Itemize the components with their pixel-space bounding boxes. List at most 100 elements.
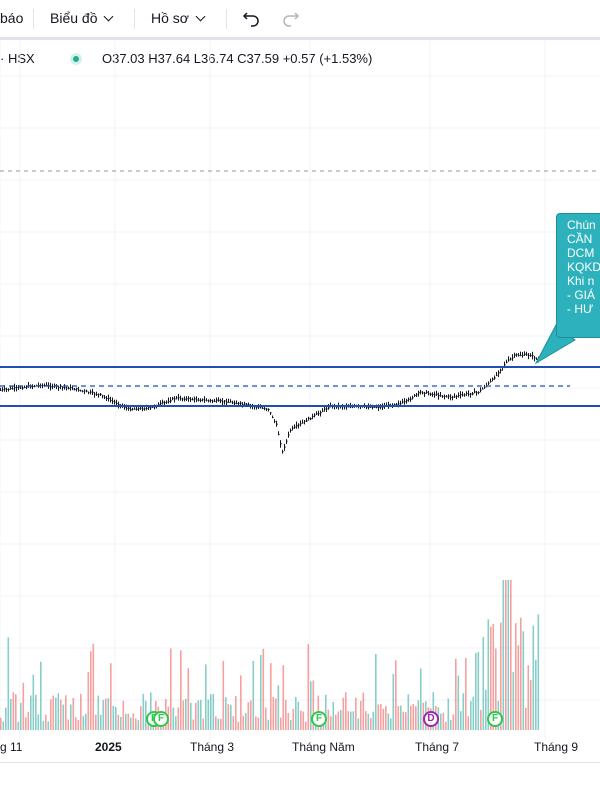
candle-body xyxy=(68,387,70,389)
candle-body xyxy=(150,407,152,409)
volume-bar xyxy=(537,614,540,730)
candle-body xyxy=(318,413,320,415)
volume-bar xyxy=(300,710,302,730)
volume-bar xyxy=(522,631,525,730)
candle-body xyxy=(16,386,18,388)
candle-body xyxy=(452,396,454,398)
candle-body xyxy=(74,388,76,390)
volume-bar xyxy=(52,695,55,730)
candle-body xyxy=(164,401,166,403)
annotation-line: - HƯ xyxy=(567,302,594,316)
volume-bar xyxy=(350,711,352,730)
financial-event-marker[interactable]: F xyxy=(153,711,169,727)
annotation-line: DCM xyxy=(567,246,595,260)
annotation-callout[interactable]: Chún CẦN DCM KQKD Khi n - GIÁ - HƯ xyxy=(556,213,600,338)
volume-bar xyxy=(220,718,222,730)
candle-body xyxy=(528,355,530,356)
volume-bar xyxy=(177,707,180,730)
volume-bar xyxy=(175,716,177,730)
volume-bar xyxy=(87,672,90,730)
candle-body xyxy=(476,392,478,394)
undo-button[interactable] xyxy=(241,8,261,32)
candle-body xyxy=(58,386,60,388)
financial-event-marker[interactable]: F xyxy=(487,711,503,727)
volume-bar xyxy=(382,708,385,730)
top-toolbar: báo Biểu đồ Hồ sơ xyxy=(0,0,600,37)
candle-body xyxy=(98,394,100,396)
chevron-down-icon xyxy=(195,11,206,22)
candle-body xyxy=(312,415,314,417)
profile-menu-button[interactable]: Hồ sơ xyxy=(151,9,206,27)
volume-bar xyxy=(230,704,232,730)
candle-body xyxy=(488,382,490,384)
volume-bar xyxy=(62,704,65,730)
candle-body xyxy=(436,393,438,395)
volume-bar xyxy=(520,617,522,730)
volume-bar xyxy=(470,701,472,730)
volume-bar xyxy=(107,698,110,730)
volume-bar xyxy=(37,714,40,730)
volume-bar xyxy=(397,706,400,730)
market-status-icon xyxy=(70,53,82,65)
volume-bar xyxy=(235,696,237,730)
candle-body xyxy=(196,399,198,401)
volume-bar xyxy=(25,717,27,730)
time-axis-tick: g 11 xyxy=(0,740,23,754)
symbol-label[interactable]: · HSX xyxy=(0,51,35,66)
volume-bar xyxy=(95,714,97,730)
price-chart[interactable] xyxy=(0,40,600,762)
candle-body xyxy=(428,393,430,395)
volume-bar xyxy=(380,704,382,730)
volume-bar xyxy=(310,681,312,730)
candle-body xyxy=(478,392,480,393)
alerts-menu-button[interactable]: báo xyxy=(0,9,23,27)
volume-bar xyxy=(532,625,535,730)
volume-bar xyxy=(40,661,42,730)
volume-bar xyxy=(405,712,407,730)
candle-body xyxy=(124,407,126,408)
candle-body xyxy=(220,400,222,402)
candle-body xyxy=(236,403,238,405)
volume-bar xyxy=(100,714,102,730)
candle-body xyxy=(66,387,68,389)
candle-body xyxy=(480,389,482,391)
candle-body xyxy=(160,402,162,404)
volume-bar xyxy=(477,652,480,730)
volume-bar xyxy=(2,721,5,730)
volume-bar xyxy=(135,718,137,730)
ohlc-values: O37.03 H37.64 L36.74 C37.59 +0.57 (+1.53… xyxy=(102,51,373,66)
financial-event-marker[interactable]: F xyxy=(311,711,327,727)
candle-body xyxy=(432,394,434,395)
candle-body xyxy=(64,387,66,389)
candle-body xyxy=(248,404,250,406)
candle-body xyxy=(116,403,118,404)
candle-body xyxy=(472,393,474,395)
volume-bar xyxy=(502,580,505,730)
time-axis-tick: Tháng 7 xyxy=(415,740,460,754)
volume-bar xyxy=(482,637,485,730)
volume-bar xyxy=(277,685,280,730)
volume-bar xyxy=(205,664,207,730)
candle-body xyxy=(412,397,414,399)
candle-body xyxy=(12,388,14,390)
volume-bar xyxy=(460,711,462,730)
volume-bar xyxy=(187,668,190,730)
candle-body xyxy=(112,400,114,402)
candle-body xyxy=(86,390,88,392)
candle-body xyxy=(492,378,494,380)
volume-bar xyxy=(5,707,7,730)
candle-body xyxy=(326,408,328,410)
volume-bar xyxy=(130,717,132,730)
candle-body xyxy=(500,369,502,371)
dividend-event-marker[interactable]: D xyxy=(423,711,439,727)
redo-button[interactable] xyxy=(281,8,301,32)
volume-bar xyxy=(355,697,357,730)
candle-body xyxy=(534,357,536,359)
symbol-legend: · HSX O37.03 H37.64 L36.74 C37.59 +0.57 … xyxy=(0,49,600,69)
candle-body xyxy=(96,394,98,396)
volume-bar xyxy=(20,702,22,730)
volume-bar xyxy=(265,707,267,730)
candle-body xyxy=(366,406,368,408)
chart-menu-button[interactable]: Biểu đồ xyxy=(50,9,114,27)
candle-body xyxy=(418,391,420,394)
